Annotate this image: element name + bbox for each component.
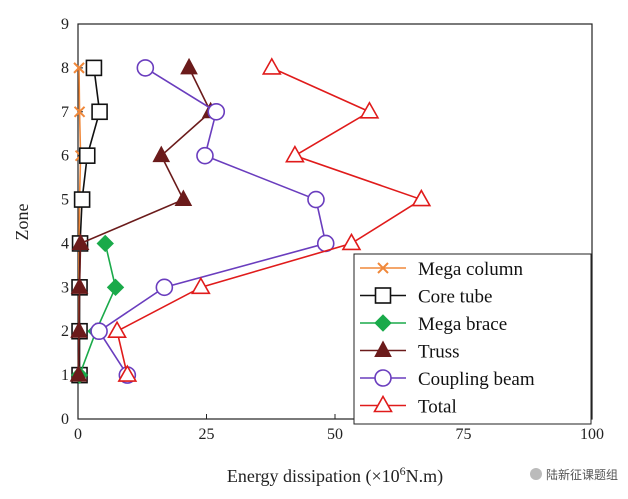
data-point-truss bbox=[69, 365, 88, 382]
data-point-total bbox=[341, 232, 362, 251]
data-point-core-tube bbox=[85, 59, 103, 77]
data-point-coupling-beam bbox=[196, 146, 214, 165]
legend-label: Core tube bbox=[418, 287, 492, 308]
legend-item-truss: Truss bbox=[360, 340, 460, 363]
x-tick-label: 25 bbox=[199, 426, 215, 443]
data-point-truss bbox=[180, 57, 198, 75]
y-tick-label: 3 bbox=[61, 279, 69, 296]
legend-item-coupling-beam: Coupling beam bbox=[360, 369, 535, 390]
legend-item-core-tube: Core tube bbox=[360, 287, 492, 308]
series-line-mega-brace bbox=[78, 243, 117, 376]
y-tick-label: 1 bbox=[61, 367, 69, 384]
x-tick-label: 0 bbox=[74, 426, 82, 443]
legend-label: Mega brace bbox=[418, 314, 507, 335]
data-point-coupling-beam bbox=[207, 102, 226, 121]
y-tick-label: 0 bbox=[61, 411, 69, 428]
watermark: 陆新征课题组 bbox=[529, 466, 618, 483]
data-point-total bbox=[285, 145, 305, 163]
data-point-total bbox=[190, 276, 211, 295]
legend-item-mega-column: Mega column bbox=[360, 259, 524, 280]
legend-label: Mega column bbox=[418, 259, 524, 280]
y-axis-title: Zone bbox=[12, 203, 32, 240]
data-point-core-tube bbox=[91, 103, 108, 121]
legend-item-total: Total bbox=[360, 394, 457, 418]
x-axis-title: Energy dissipation (×106N.m) bbox=[227, 464, 443, 487]
data-point-total bbox=[359, 101, 380, 119]
y-tick-label: 8 bbox=[61, 60, 69, 77]
data-point-coupling-beam bbox=[155, 278, 174, 297]
series-line-total bbox=[116, 67, 424, 376]
data-point-core-tube bbox=[78, 147, 96, 164]
data-point-mega-brace bbox=[106, 278, 125, 297]
legend-item-mega-brace: Mega brace bbox=[360, 314, 507, 335]
legend-marker bbox=[374, 369, 392, 387]
legend-marker bbox=[377, 262, 389, 274]
data-point-coupling-beam bbox=[90, 322, 108, 341]
data-point-coupling-beam bbox=[307, 190, 325, 209]
y-tick-label: 2 bbox=[61, 323, 69, 340]
data-point-coupling-beam bbox=[136, 59, 155, 77]
data-point-total bbox=[261, 57, 282, 75]
series-coupling-beam bbox=[90, 59, 335, 384]
legend-label: Coupling beam bbox=[418, 369, 535, 390]
legend-label: Total bbox=[418, 397, 457, 418]
data-point-truss bbox=[174, 189, 193, 207]
data-point-mega-column bbox=[73, 62, 85, 74]
legend-label: Truss bbox=[418, 342, 460, 363]
data-point-core-tube bbox=[73, 191, 91, 208]
data-point-mega-brace bbox=[96, 234, 114, 253]
legend-marker bbox=[373, 394, 393, 413]
y-tick-label: 4 bbox=[61, 235, 69, 252]
data-point-truss bbox=[71, 233, 90, 250]
legend-marker bbox=[374, 314, 392, 332]
data-point-total bbox=[117, 364, 138, 382]
legend-marker bbox=[374, 340, 392, 357]
x-tick-label: 50 bbox=[327, 426, 343, 443]
data-point-truss bbox=[70, 321, 88, 338]
watermark-text: 陆新征课题组 bbox=[545, 468, 618, 482]
data-point-truss bbox=[152, 145, 171, 163]
wechat-icon bbox=[529, 468, 542, 480]
y-tick-label: 5 bbox=[61, 192, 69, 209]
series-total bbox=[107, 57, 432, 382]
x-tick-label: 75 bbox=[456, 426, 472, 443]
legend-box bbox=[353, 253, 592, 425]
y-tick-label: 7 bbox=[61, 104, 69, 121]
y-tick-label: 9 bbox=[61, 16, 69, 33]
data-point-mega-column bbox=[73, 106, 86, 118]
legend-marker bbox=[374, 287, 392, 304]
y-tick-label: 6 bbox=[61, 148, 69, 165]
data-point-total bbox=[411, 188, 432, 207]
x-tick-label: 100 bbox=[580, 426, 604, 443]
data-point-total bbox=[107, 320, 127, 339]
data-point-truss bbox=[70, 277, 89, 294]
